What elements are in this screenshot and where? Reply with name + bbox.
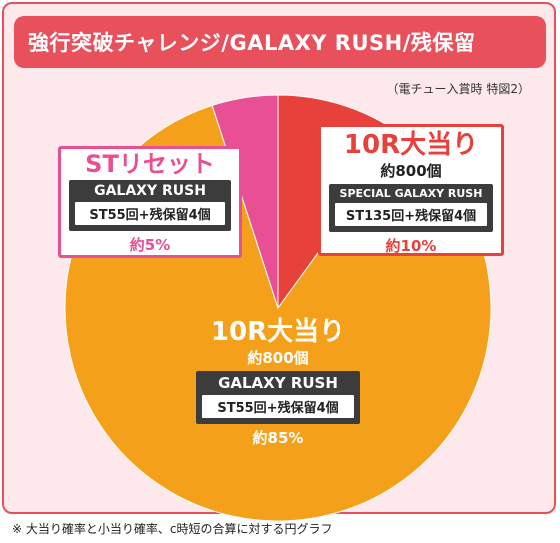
slice-detail: ST55回+残保留4個 — [202, 394, 354, 418]
slice-percent: 約85% — [252, 428, 304, 447]
slice-detail: ST135回+残保留4個 — [335, 202, 487, 226]
chart-title: 強行突破チャレンジ/GALAXY RUSH/残保留 — [14, 16, 546, 68]
slice-headline: 10R大当り — [343, 130, 479, 160]
slice-detail: ST55回+残保留4個 — [75, 202, 225, 226]
slice-label-special: 10R大当り 約800個 SPECIAL GALAXY RUSH ST135回+… — [318, 124, 504, 256]
slice-mode-panel: SPECIAL GALAXY RUSH ST135回+残保留4個 — [329, 183, 493, 232]
slice-label-galaxy: 10R大当り 約800個 GALAXY RUSH ST55回+残保留4個 約85… — [190, 318, 366, 450]
slice-mode: GALAXY RUSH — [94, 183, 206, 200]
slice-mode-panel: GALAXY RUSH ST55回+残保留4個 — [69, 180, 231, 232]
slice-payout: 約800個 — [247, 348, 309, 367]
slice-percent: 約5% — [129, 236, 171, 255]
source-note: （電チュー入賞時 特図2） — [386, 82, 530, 96]
footnote: ※ 大当り確率と小当り確率、c時短の合算に対する円グラフ — [12, 522, 333, 536]
slice-mode: GALAXY RUSH — [218, 373, 338, 392]
slice-mode-panel: GALAXY RUSH ST55回+残保留4個 — [196, 370, 360, 424]
slice-percent: 約10% — [385, 236, 437, 255]
slice-payout: 約800個 — [380, 161, 442, 180]
slice-mode: SPECIAL GALAXY RUSH — [339, 186, 483, 200]
slice-label-reset: STリセット GALAXY RUSH ST55回+残保留4個 約5% — [58, 146, 242, 258]
slice-headline: 10R大当り — [210, 317, 346, 347]
slice-headline: STリセット — [85, 150, 215, 178]
